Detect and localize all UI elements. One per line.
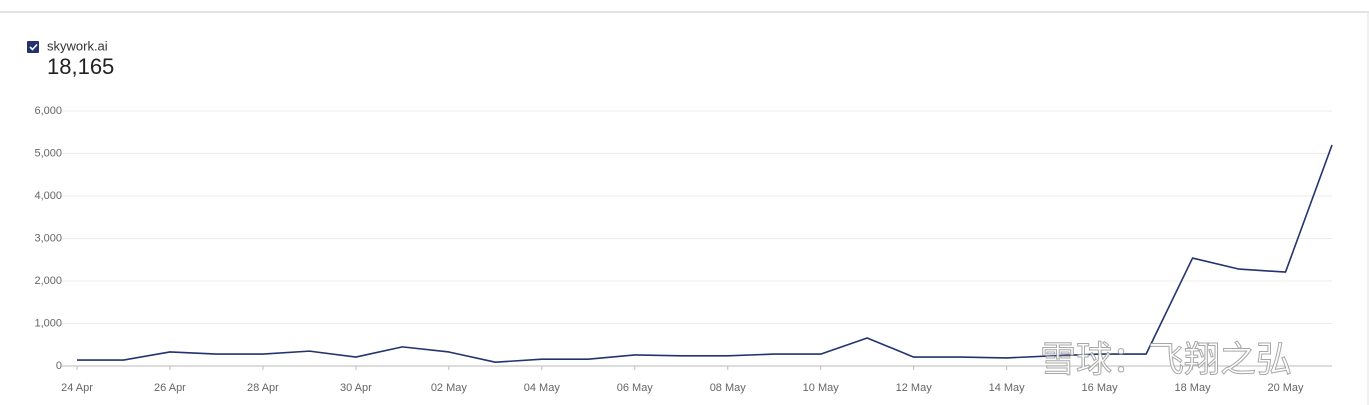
x-tick-label: 18 May	[1175, 382, 1212, 394]
x-tick-label: 10 May	[803, 382, 840, 394]
x-tick-label: 20 May	[1267, 382, 1304, 394]
y-tick-label: 2,000	[34, 275, 62, 287]
x-tick-label: 26 Apr	[154, 382, 186, 394]
check-icon	[29, 43, 38, 51]
legend-checkbox[interactable]	[27, 41, 39, 53]
y-tick-label: 3,000	[34, 232, 62, 244]
x-tick-label: 04 May	[524, 382, 561, 394]
x-tick-label: 24 Apr	[61, 382, 93, 394]
x-tick-label: 12 May	[896, 382, 933, 394]
y-tick-label: 6,000	[34, 105, 62, 117]
y-tick-label: 5,000	[34, 147, 62, 159]
x-tick-label: 30 Apr	[340, 382, 372, 394]
x-tick-label: 02 May	[431, 382, 468, 394]
x-tick-label: 14 May	[989, 382, 1026, 394]
y-tick-label: 0	[56, 360, 62, 372]
y-tick-label: 4,000	[34, 190, 62, 202]
x-tick-label: 08 May	[710, 382, 747, 394]
legend-label[interactable]: skywork.ai	[47, 38, 108, 53]
total-value: 18,165	[47, 54, 114, 79]
data-line	[77, 144, 1333, 363]
watermark: 雪球：飞翔之弘	[1040, 339, 1292, 380]
x-tick-label: 06 May	[617, 382, 654, 394]
x-tick-label: 28 Apr	[247, 382, 279, 394]
x-tick-label: 16 May	[1082, 382, 1119, 394]
y-tick-label: 1,000	[34, 317, 62, 329]
